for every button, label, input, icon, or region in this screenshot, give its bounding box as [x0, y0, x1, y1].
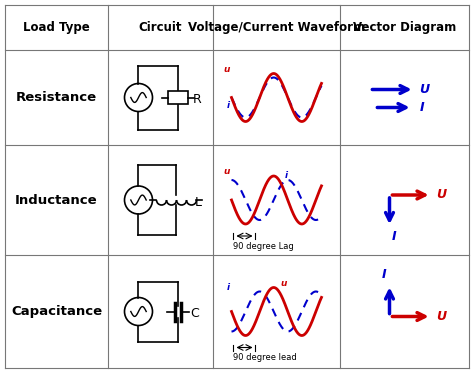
Text: Voltage/Current Waveform: Voltage/Current Waveform [188, 21, 365, 34]
Text: U: U [419, 83, 429, 96]
Text: L: L [194, 195, 201, 209]
Text: u: u [223, 65, 229, 73]
Text: Circuit: Circuit [139, 21, 182, 34]
Text: u: u [223, 167, 229, 176]
Text: I: I [392, 231, 397, 244]
Text: U: U [437, 310, 447, 323]
Text: 90 degree lead: 90 degree lead [234, 354, 297, 363]
Text: i: i [227, 282, 229, 292]
Text: I: I [382, 268, 387, 281]
Text: i: i [227, 100, 229, 110]
Text: i: i [284, 171, 288, 180]
Text: Resistance: Resistance [16, 91, 97, 104]
Bar [168, 91, 189, 104]
Text: Load Type: Load Type [23, 21, 90, 34]
Text: Capacitance: Capacitance [11, 305, 102, 318]
Text: 90 degree Lag: 90 degree Lag [234, 242, 294, 251]
Text: u: u [281, 279, 287, 288]
Text: I: I [420, 101, 425, 114]
Text: Inductance: Inductance [15, 194, 98, 207]
Text: R: R [192, 93, 201, 106]
Text: U: U [437, 188, 447, 201]
Text: C: C [191, 307, 199, 320]
Text: Vector Diagram: Vector Diagram [353, 21, 456, 34]
